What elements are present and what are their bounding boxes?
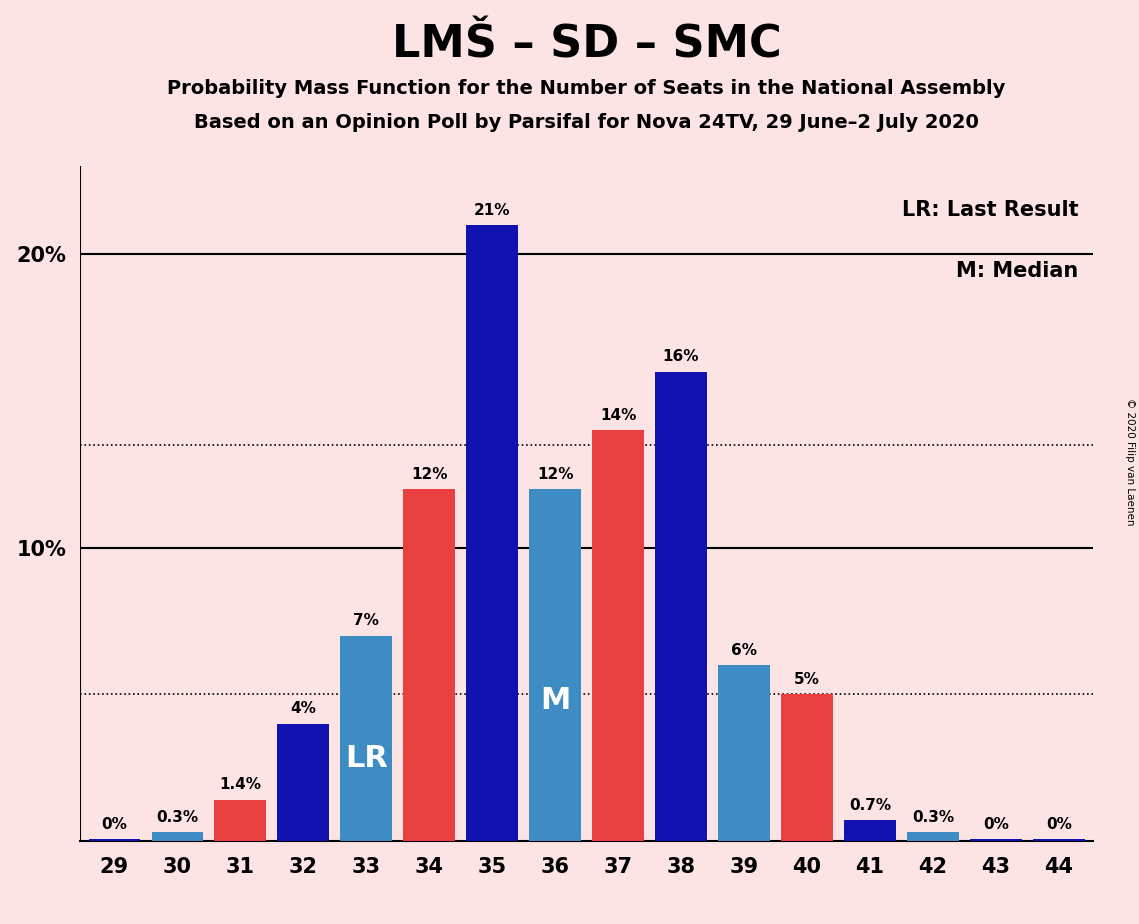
Bar (719, 665, 770, 841)
Bar (151, 832, 203, 841)
Text: M: Median: M: Median (956, 261, 1079, 281)
Text: 21%: 21% (474, 202, 510, 218)
Text: 0.7%: 0.7% (849, 798, 891, 813)
Bar (844, 821, 895, 841)
Bar (89, 839, 140, 841)
Text: LR: Last Result: LR: Last Result (902, 201, 1079, 220)
Text: M: M (540, 686, 571, 714)
Bar (530, 489, 581, 841)
Text: Probability Mass Function for the Number of Seats in the National Assembly: Probability Mass Function for the Number… (167, 79, 1006, 98)
Text: 0%: 0% (983, 817, 1009, 832)
Text: 5%: 5% (794, 672, 820, 687)
Bar (592, 431, 644, 841)
Bar (970, 839, 1022, 841)
Text: LR: LR (345, 744, 387, 773)
Bar (907, 832, 959, 841)
Bar (214, 800, 267, 841)
Text: 6%: 6% (731, 642, 757, 658)
Bar (341, 636, 392, 841)
Bar (403, 489, 454, 841)
Bar (655, 371, 707, 841)
Bar (466, 225, 518, 841)
Text: 12%: 12% (411, 467, 448, 481)
Text: © 2020 Filip van Laenen: © 2020 Filip van Laenen (1125, 398, 1134, 526)
Bar (1033, 839, 1084, 841)
Text: Based on an Opinion Poll by Parsifal for Nova 24TV, 29 June–2 July 2020: Based on an Opinion Poll by Parsifal for… (194, 113, 980, 132)
Bar (781, 694, 833, 841)
Text: 4%: 4% (290, 701, 317, 716)
Text: 1.4%: 1.4% (220, 777, 261, 793)
Bar (278, 723, 329, 841)
Text: 12%: 12% (536, 467, 573, 481)
Text: 16%: 16% (663, 349, 699, 364)
Text: 14%: 14% (600, 407, 637, 423)
Text: LMŠ – SD – SMC: LMŠ – SD – SMC (392, 23, 781, 67)
Text: 0%: 0% (1046, 817, 1072, 832)
Text: 0.3%: 0.3% (156, 809, 198, 825)
Text: 7%: 7% (353, 614, 379, 628)
Text: 0%: 0% (101, 817, 128, 832)
Text: 0.3%: 0.3% (912, 809, 954, 825)
